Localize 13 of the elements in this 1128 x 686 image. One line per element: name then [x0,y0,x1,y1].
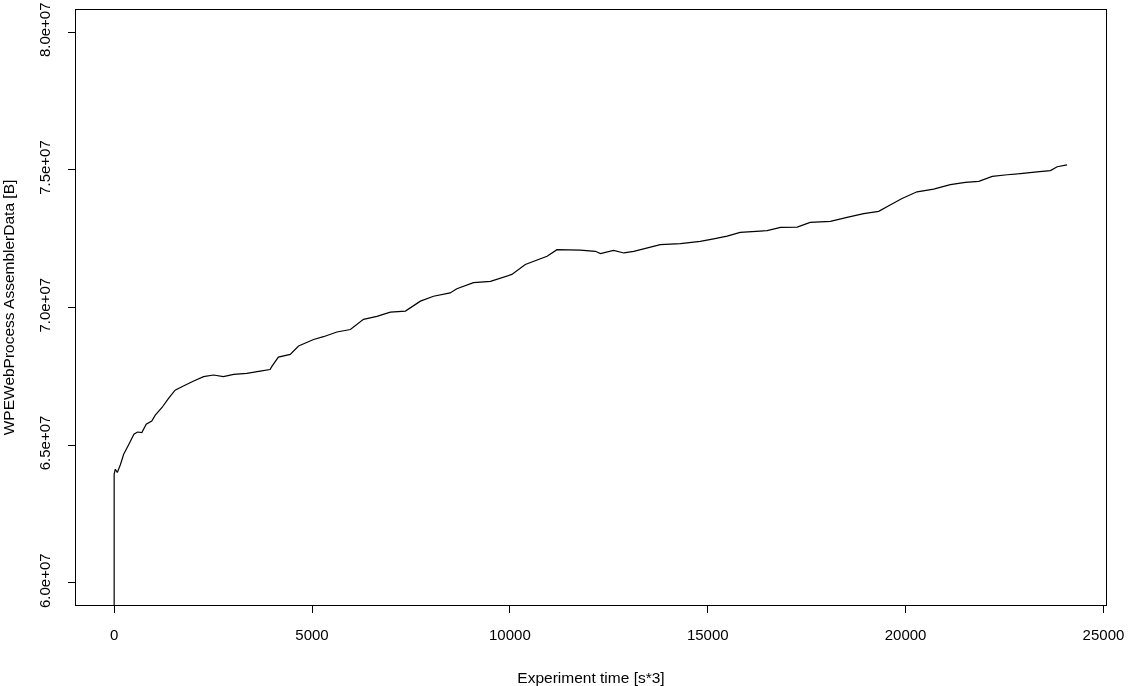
x-tick-label: 0 [109,626,119,643]
x-tick-label: 15000 [686,626,729,643]
y-tick-label: 6.0e+07 [36,553,53,609]
y-tick-label: 7.5e+07 [36,140,53,195]
x-tick-label: 20000 [884,626,927,643]
x-axis-title: Experiment time [s*3] [517,669,665,686]
y-tick-label: 6.5e+07 [36,415,53,471]
y-tick-label: 8.0e+07 [36,2,53,58]
x-tick-label: 10000 [489,626,531,643]
x-tick-label: 25000 [1082,626,1125,643]
y-axis-title: WPEWebProcess AssemblerData [B] [0,179,17,436]
y-tick-label: 7.0e+07 [36,277,53,333]
x-tick-label: 5000 [295,626,329,643]
